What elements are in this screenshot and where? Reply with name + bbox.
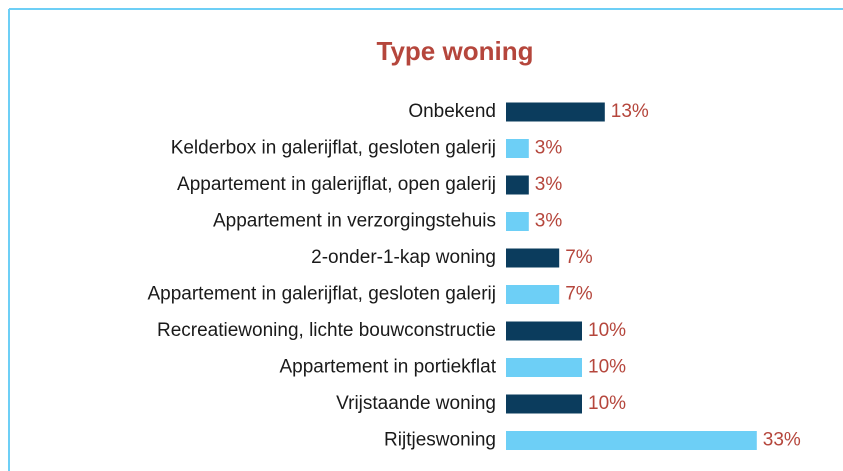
bar <box>506 394 582 414</box>
category-label: Appartement in portiekflat <box>279 357 496 378</box>
bar <box>506 285 560 304</box>
value-label: 10% <box>588 357 626 378</box>
value-label: 10% <box>588 320 626 341</box>
category-label: Recreatiewoning, lichte bouwconstructie <box>157 320 496 341</box>
bar <box>506 431 757 450</box>
value-label: 3% <box>535 174 563 195</box>
value-label: 33% <box>763 430 801 451</box>
category-label: Kelderbox in galerijflat, gesloten galer… <box>171 138 496 159</box>
bar <box>506 102 605 122</box>
category-label: Rijtjeswoning <box>384 430 496 451</box>
value-label: 7% <box>565 247 593 268</box>
bar <box>506 321 582 341</box>
category-label: Vrijstaande woning <box>336 393 496 414</box>
category-label: Appartement in galerijflat, gesloten gal… <box>147 284 496 305</box>
category-label: Appartement in verzorgingstehuis <box>213 211 496 232</box>
value-label: 13% <box>611 101 649 122</box>
bar <box>506 175 529 195</box>
bar <box>506 358 582 377</box>
value-label: 3% <box>535 211 563 232</box>
bar <box>506 212 529 231</box>
category-label: Appartement in galerijflat, open galerij <box>177 174 496 195</box>
value-label: 7% <box>565 284 593 305</box>
bar <box>506 139 529 158</box>
value-label: 3% <box>535 138 563 159</box>
chart-title: Type woning <box>377 36 534 66</box>
category-label: 2-onder-1-kap woning <box>311 247 496 268</box>
category-label: Onbekend <box>408 101 496 122</box>
bar <box>506 248 560 268</box>
value-label: 10% <box>588 393 626 414</box>
